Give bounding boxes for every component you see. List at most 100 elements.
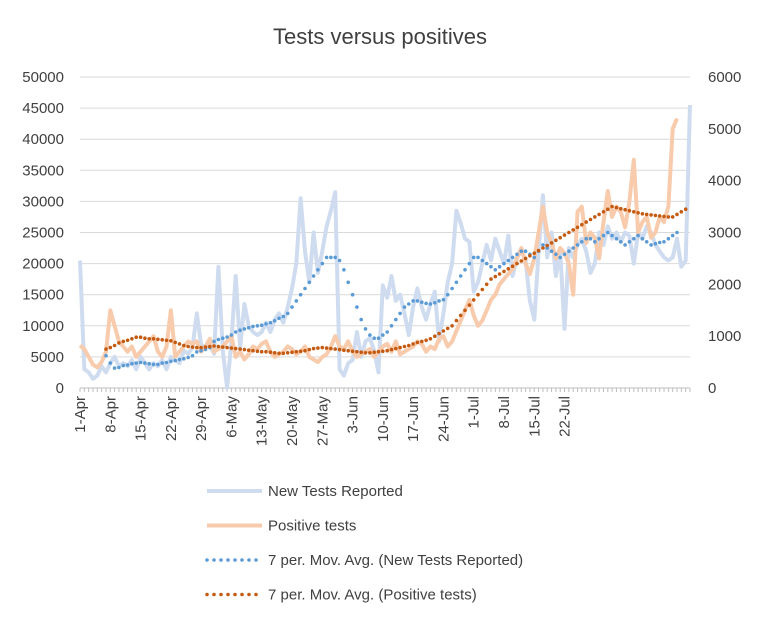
y-axis-right-ticks: 0 1000 2000 3000 4000 5000 6000 xyxy=(708,69,741,397)
x-tick-label: 15-Apr xyxy=(133,396,150,441)
series-7-per-mov-avg-new-tests-reported-point xyxy=(619,240,623,244)
series-7-per-mov-avg-new-tests-reported-point xyxy=(151,362,156,367)
series-7-per-mov-avg-new-tests-reported-point xyxy=(255,324,260,328)
series-7-per-mov-avg-new-tests-reported-point xyxy=(428,302,433,306)
series-7-per-mov-avg-new-tests-reported-point xyxy=(476,255,480,260)
x-axis: 1-Apr 8-Apr 15-Apr 22-Apr 29-Apr 6-May 13-May 2… xyxy=(72,387,691,447)
series-7-per-mov-avg-new-tests-reported-point xyxy=(415,299,420,303)
series-7-per-mov-avg-new-tests-reported-point xyxy=(644,240,649,244)
series-7-per-mov-avg-new-tests-reported-point xyxy=(233,330,238,334)
series-7-per-mov-avg-new-tests-reported-point xyxy=(342,268,346,272)
series-7-per-mov-avg-positive-tests-point xyxy=(169,339,173,343)
series-7-per-mov-avg-positive-tests-point xyxy=(398,345,402,350)
series-7-per-mov-avg-new-tests-reported-point xyxy=(324,255,329,260)
legend-swatch-dot xyxy=(254,592,258,597)
y-left-tick-label: 10000 xyxy=(22,318,64,335)
legend-label: New Tests Reported xyxy=(268,483,403,500)
series-7-per-mov-avg-new-tests-reported-point xyxy=(303,286,307,291)
x-tick-label: 24-Jun xyxy=(435,396,452,442)
series-7-per-mov-avg-new-tests-reported-point xyxy=(112,366,117,370)
series-7-per-mov-avg-positive-tests-point xyxy=(437,331,441,336)
series-7-per-mov-avg-new-tests-reported-point xyxy=(138,360,143,365)
series-7-per-mov-avg-positive-tests-point xyxy=(493,274,498,279)
series-7-per-mov-avg-new-tests-reported-point xyxy=(593,240,597,244)
y-left-tick-label: 0 xyxy=(56,380,64,397)
series-7-per-mov-avg-new-tests-reported-point xyxy=(389,324,394,328)
y-left-tick-label: 50000 xyxy=(22,69,64,86)
series-7-per-mov-avg-positive-tests-point xyxy=(186,344,190,349)
series-7-per-mov-avg-new-tests-reported-point xyxy=(584,236,588,241)
series-7-per-mov-avg-new-tests-reported-point xyxy=(130,361,134,366)
series-7-per-mov-avg-new-tests-reported-point xyxy=(307,280,312,285)
series-7-per-mov-avg-positive-tests-point xyxy=(497,272,502,276)
series-7-per-mov-avg-new-tests-reported-point xyxy=(294,299,299,303)
series-7-per-mov-avg-new-tests-reported-point xyxy=(212,339,216,344)
series-7-per-mov-avg-positive-tests-point xyxy=(298,349,303,354)
series-7-per-mov-avg-positive-tests-point xyxy=(402,344,407,349)
series-7-per-mov-avg-positive-tests-point xyxy=(623,207,627,212)
series-7-per-mov-avg-new-tests-reported-point xyxy=(675,230,679,235)
series-7-per-mov-avg-new-tests-reported-point xyxy=(532,255,537,260)
series-7-per-mov-avg-new-tests-reported-point xyxy=(268,320,273,325)
series-7-per-mov-avg-positive-tests-point xyxy=(458,313,463,318)
series-7-per-mov-avg-positive-tests-point xyxy=(212,344,216,348)
series-7-per-mov-avg-positive-tests-point xyxy=(104,347,108,351)
series-7-per-mov-avg-new-tests-reported-point xyxy=(359,317,364,322)
series-7-per-mov-avg-positive-tests-point xyxy=(632,210,636,214)
series-7-per-mov-avg-new-tests-reported-point xyxy=(575,243,580,247)
series-7-per-mov-avg-new-tests-reported-point xyxy=(398,311,402,316)
series-7-per-mov-avg-positive-tests-point xyxy=(350,349,355,354)
series-7-per-mov-avg-positive-tests-point xyxy=(251,348,255,353)
legend-swatch-dot xyxy=(226,592,230,597)
series-7-per-mov-avg-new-tests-reported-point xyxy=(636,233,640,238)
x-tick-label: 20-May xyxy=(284,396,301,447)
series-7-per-mov-avg-new-tests-reported-point xyxy=(567,249,571,253)
y-left-tick-label: 20000 xyxy=(22,256,64,273)
series-7-per-mov-avg-positive-tests-point xyxy=(264,349,268,354)
series-7-per-mov-avg-positive-tests-point xyxy=(372,350,377,355)
series-7-per-mov-avg-new-tests-reported-point xyxy=(627,240,632,244)
series-7-per-mov-avg-positive-tests-point xyxy=(376,349,381,354)
series-7-per-mov-avg-positive-tests-point xyxy=(324,346,329,350)
y-left-tick-label: 15000 xyxy=(22,287,64,304)
series-7-per-mov-avg-new-tests-reported-point xyxy=(117,365,121,370)
series-7-per-mov-avg-new-tests-reported-point xyxy=(125,363,130,367)
series-7-per-mov-avg-positive-tests-point xyxy=(675,212,679,217)
y-left-tick-label: 45000 xyxy=(22,100,64,117)
series-7-per-mov-avg-new-tests-reported-point xyxy=(147,361,151,366)
series-7-per-mov-avg-positive-tests-point xyxy=(649,213,653,217)
series-7-per-mov-avg-positive-tests-point xyxy=(143,336,147,341)
legend-swatch-dot xyxy=(212,558,216,562)
y-right-tick-label: 5000 xyxy=(708,121,741,138)
series-7-per-mov-avg-new-tests-reported-point xyxy=(571,246,575,250)
series-7-per-mov-avg-positive-tests-point xyxy=(407,343,411,348)
series-7-per-mov-avg-new-tests-reported-point xyxy=(333,255,338,260)
series-7-per-mov-avg-new-tests-reported-point xyxy=(545,246,549,250)
series-7-per-mov-avg-positive-tests-point xyxy=(177,342,182,346)
series-7-per-mov-avg-new-tests-reported-point xyxy=(670,233,675,238)
legend-label: 7 per. Mov. Avg. (Positive tests) xyxy=(268,587,477,604)
series-7-per-mov-avg-new-tests-reported-point xyxy=(407,302,411,306)
series-7-per-mov-avg-positive-tests-point xyxy=(268,350,273,355)
series-7-per-mov-avg-positive-tests-point xyxy=(130,337,134,341)
series-7-per-mov-avg-new-tests-reported-point xyxy=(614,236,619,241)
series-7-per-mov-avg-positive-tests-point xyxy=(536,248,541,253)
series-7-per-mov-avg-new-tests-reported-point xyxy=(554,252,558,257)
series-7-per-mov-avg-new-tests-reported-point xyxy=(480,258,485,263)
series-7-per-mov-avg-positive-tests-point xyxy=(506,267,511,271)
x-tick-label: 15-Jul xyxy=(526,396,543,437)
series-7-per-mov-avg-positive-tests-point xyxy=(545,243,549,248)
x-tick-label: 27-May xyxy=(314,396,331,447)
series-7-per-mov-avg-new-tests-reported-point xyxy=(190,353,195,358)
series-7-per-mov-avg-positive-tests-point xyxy=(683,207,688,211)
series-7-per-mov-avg-new-tests-reported-point xyxy=(376,336,381,341)
series-7-per-mov-avg-new-tests-reported-point xyxy=(251,324,255,329)
series-7-per-mov-avg-new-tests-reported-point xyxy=(216,337,221,342)
series-7-per-mov-avg-new-tests-reported-point xyxy=(199,348,203,353)
series-7-per-mov-avg-positive-tests-point xyxy=(208,344,212,349)
series-7-per-mov-avg-positive-tests-point xyxy=(575,225,580,230)
series-7-per-mov-avg-positive-tests-point xyxy=(614,205,619,210)
series-7-per-mov-avg-positive-tests-point xyxy=(476,292,480,297)
series-7-per-mov-avg-positive-tests-point xyxy=(368,351,372,355)
series-7-per-mov-avg-positive-tests-point xyxy=(450,324,454,328)
